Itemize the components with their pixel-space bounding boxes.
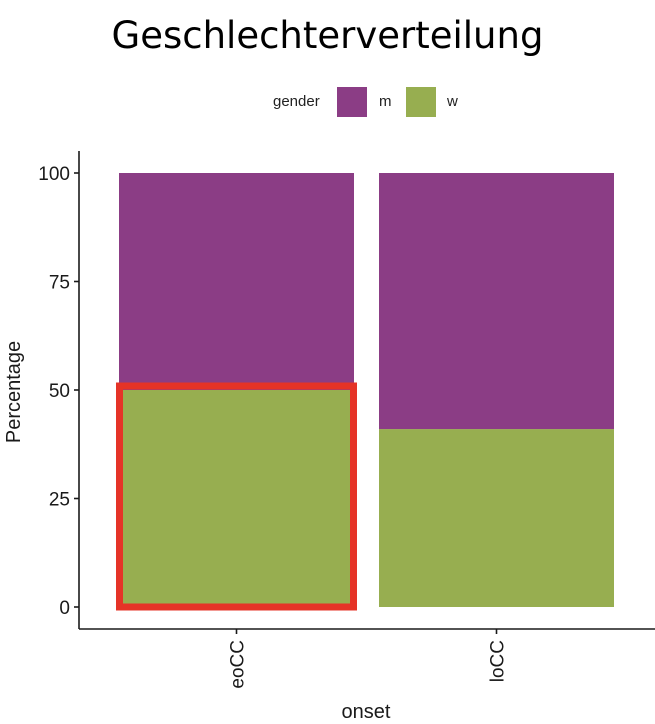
legend: gender m w (0, 86, 655, 118)
y-tick-label: 100 (38, 164, 70, 185)
bars (119, 173, 614, 607)
x-axis-label: onset (342, 701, 391, 723)
x-ticks: eoCC loCC (228, 629, 509, 689)
highlight-box (116, 382, 357, 611)
x-tick-label-loCC: loCC (488, 640, 509, 682)
legend-label-w: w (447, 93, 458, 110)
y-tick-label: 0 (59, 598, 70, 619)
y-tick-label: 75 (49, 273, 70, 294)
legend-swatch-w (406, 87, 436, 117)
x-tick-label-eoCC: eoCC (228, 640, 249, 689)
y-ticks: 0 25 50 75 100 (38, 164, 79, 619)
bar-eoCC-m (119, 173, 354, 390)
bar-loCC-w (379, 429, 614, 607)
chart-title: Geschlechterverteilung (111, 14, 544, 57)
legend-swatch-m (337, 87, 367, 117)
y-tick-label: 25 (49, 490, 70, 511)
bar-eoCC-w (119, 390, 354, 607)
legend-label-m: m (379, 93, 392, 110)
legend-title: gender (273, 93, 320, 110)
y-tick-label: 50 (49, 381, 70, 402)
bar-loCC-m (379, 173, 614, 430)
y-axis-label: Percentage (3, 341, 25, 443)
